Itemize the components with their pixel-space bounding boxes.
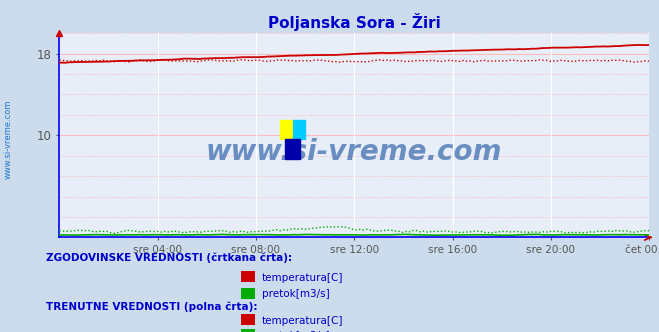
Bar [285,139,300,159]
Text: pretok[m3/s]: pretok[m3/s] [262,289,330,299]
Bar [293,120,305,139]
Text: temperatura[C]: temperatura[C] [262,316,343,326]
Text: www.si-vreme.com: www.si-vreme.com [206,138,502,166]
Text: www.si-vreme.com: www.si-vreme.com [3,100,13,179]
Title: Poljanska Sora - Žiri: Poljanska Sora - Žiri [268,13,441,31]
Text: temperatura[C]: temperatura[C] [262,273,343,283]
Text: ZGODOVINSKE VREDNOSTI (črtkana črta):: ZGODOVINSKE VREDNOSTI (črtkana črta): [46,252,292,263]
Bar [280,120,293,139]
Text: pretok[m3/s]: pretok[m3/s] [262,331,330,332]
Text: TRENUTNE VREDNOSTI (polna črta):: TRENUTNE VREDNOSTI (polna črta): [46,302,258,312]
